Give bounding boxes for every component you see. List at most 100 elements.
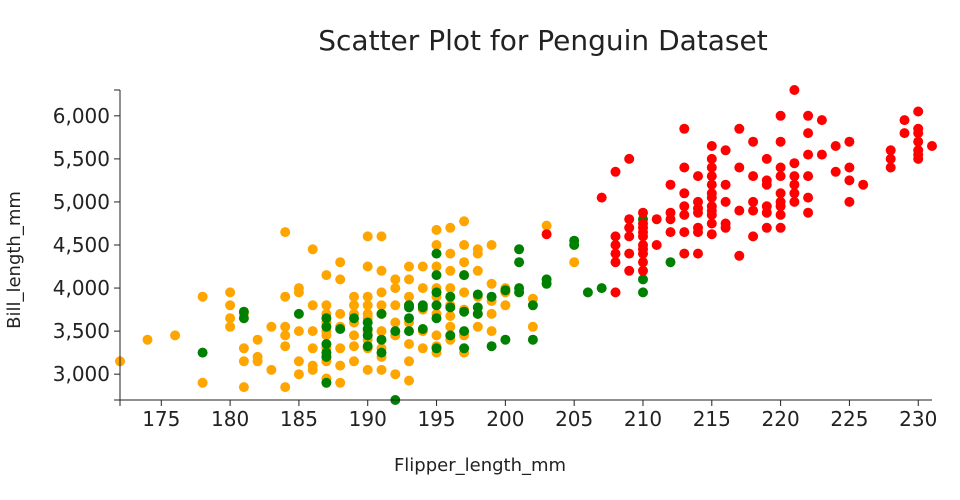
- data-point: [720, 145, 731, 156]
- data-point: [417, 343, 428, 354]
- x-tick-label: 185: [280, 407, 318, 431]
- data-point: [624, 231, 635, 242]
- data-point: [761, 222, 772, 233]
- data-point: [362, 231, 373, 242]
- data-point: [431, 343, 442, 354]
- data-point: [280, 227, 291, 238]
- data-point: [885, 153, 896, 164]
- data-point: [335, 324, 346, 334]
- data-point: [390, 283, 401, 294]
- data-point: [775, 171, 786, 182]
- data-point: [638, 257, 648, 268]
- data-point: [486, 326, 497, 337]
- data-point: [445, 321, 456, 332]
- data-point: [376, 326, 387, 337]
- data-point: [362, 364, 373, 375]
- data-point: [638, 265, 648, 276]
- data-point: [431, 330, 442, 341]
- data-point: [885, 162, 896, 173]
- data-point: [459, 216, 470, 227]
- x-tick-label: 190: [349, 407, 387, 431]
- data-point: [830, 166, 841, 177]
- data-point: [706, 229, 717, 240]
- data-point: [816, 115, 827, 126]
- data-point: [252, 356, 263, 367]
- data-point: [362, 300, 373, 311]
- data-point: [225, 321, 236, 332]
- data-point: [376, 265, 387, 276]
- data-point: [830, 141, 841, 151]
- data-point: [706, 209, 717, 220]
- data-point: [624, 248, 635, 259]
- data-point: [665, 257, 676, 268]
- data-point: [197, 377, 208, 388]
- data-point: [445, 248, 456, 259]
- data-point: [390, 300, 401, 311]
- data-point: [376, 308, 387, 319]
- data-point: [899, 128, 910, 139]
- data-point: [775, 201, 786, 212]
- data-point: [803, 192, 814, 203]
- data-point: [624, 153, 635, 164]
- data-point: [899, 115, 910, 126]
- data-point: [665, 179, 676, 190]
- data-point: [775, 110, 786, 121]
- x-tick-label: 230: [899, 407, 937, 431]
- data-point: [293, 287, 304, 298]
- data-point: [858, 179, 869, 190]
- x-tick-label: 215: [693, 407, 731, 431]
- data-point: [376, 334, 387, 345]
- y-axis: 3,000 3,500 4,000 4,500 5,000 5,500 6,000: [53, 89, 121, 401]
- data-points: [115, 85, 937, 405]
- data-point: [376, 364, 387, 375]
- data-point: [720, 222, 731, 233]
- data-point: [734, 205, 745, 216]
- data-point: [761, 179, 772, 190]
- data-point: [844, 162, 855, 173]
- data-point: [266, 364, 277, 375]
- data-point: [803, 171, 814, 182]
- data-point: [376, 300, 387, 311]
- data-point: [679, 209, 690, 220]
- data-point: [748, 196, 759, 207]
- data-point: [431, 300, 442, 311]
- data-point: [486, 240, 497, 250]
- data-point: [748, 205, 759, 216]
- data-point: [569, 257, 580, 268]
- data-point: [445, 330, 456, 341]
- data-point: [514, 244, 525, 255]
- data-point: [445, 265, 456, 276]
- data-point: [706, 192, 717, 203]
- data-point: [459, 240, 470, 250]
- data-point: [472, 308, 483, 319]
- data-point: [734, 123, 745, 134]
- data-point: [706, 218, 717, 229]
- data-point: [569, 240, 580, 250]
- data-point: [445, 311, 456, 321]
- data-point: [417, 283, 428, 294]
- data-point: [225, 287, 236, 298]
- data-point: [706, 153, 717, 164]
- plot-area: [115, 85, 937, 405]
- data-point: [514, 287, 525, 298]
- data-point: [321, 339, 332, 349]
- data-point: [321, 351, 332, 362]
- data-point: [486, 291, 497, 302]
- data-point: [706, 162, 717, 173]
- x-axis: 175 180 185 190 195 200 205 210 215 220 225 230: [119, 399, 937, 431]
- data-point: [913, 153, 924, 164]
- data-point: [238, 343, 249, 354]
- data-point: [349, 341, 359, 352]
- data-point: [293, 308, 304, 319]
- data-point: [803, 207, 814, 218]
- data-point: [913, 136, 924, 147]
- data-point: [679, 201, 690, 212]
- data-point: [472, 321, 483, 332]
- data-point: [238, 356, 249, 367]
- chart-title: Scatter Plot for Penguin Dataset: [318, 24, 767, 57]
- data-point: [748, 171, 759, 182]
- data-point: [445, 283, 456, 294]
- y-tick-label: 5,500: [53, 147, 110, 171]
- data-point: [665, 214, 676, 225]
